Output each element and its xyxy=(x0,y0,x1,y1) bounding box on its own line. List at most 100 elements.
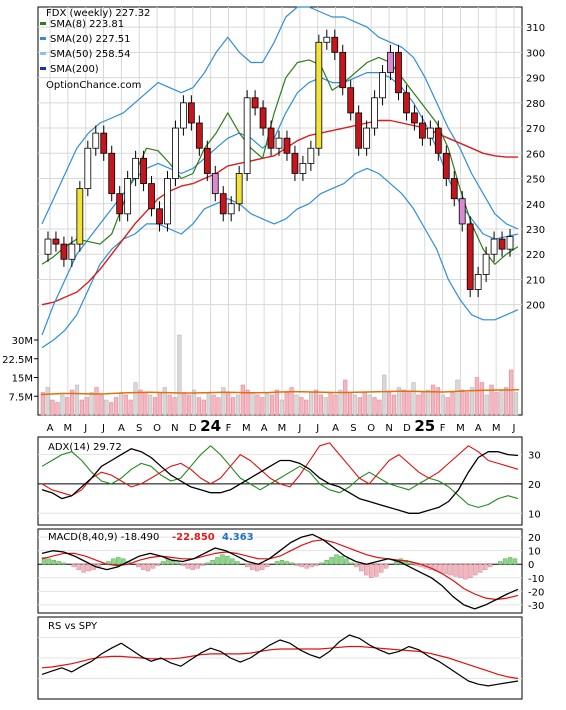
volume-bar xyxy=(240,384,245,416)
x-tick-label: J xyxy=(83,423,87,434)
volume-bar xyxy=(455,379,460,416)
candle-body xyxy=(474,273,482,290)
candle-body xyxy=(411,112,418,124)
candle-body xyxy=(172,127,179,179)
volume-bar xyxy=(138,389,143,416)
candle-body xyxy=(227,203,235,215)
volume-bar xyxy=(148,394,153,416)
volume-bar xyxy=(460,389,465,416)
legend-label-sma200: SMA(200) xyxy=(50,64,99,75)
macd-histogram-bar xyxy=(329,557,334,565)
volume-bar xyxy=(152,397,158,416)
macd-histogram-bar xyxy=(488,564,493,568)
macd-histogram-bar xyxy=(468,564,473,578)
volume-bar xyxy=(328,392,333,416)
adx-tick-label: 20 xyxy=(528,480,541,491)
volume-bar xyxy=(450,392,455,416)
price-tick-label: 260 xyxy=(526,149,545,160)
x-tick-label: M xyxy=(492,423,501,434)
price-candles xyxy=(44,29,514,298)
volume-bar xyxy=(182,392,187,416)
price-tick-label: 200 xyxy=(526,301,545,312)
x-tick-label: N xyxy=(385,423,392,434)
bollinger-upper-line xyxy=(41,6,519,230)
candle-body xyxy=(148,183,155,210)
macd-histogram-bar xyxy=(150,564,156,569)
volume-bar xyxy=(465,392,470,416)
volume-bar xyxy=(162,387,167,416)
volume-bar xyxy=(494,392,499,416)
candle-body xyxy=(339,51,347,89)
volume-bar xyxy=(348,392,353,416)
x-tick-label: F xyxy=(226,423,232,434)
volume-bar xyxy=(474,377,480,416)
volume-bar xyxy=(94,387,99,416)
macd-histogram-bar xyxy=(225,555,230,565)
volume-bar xyxy=(235,394,241,416)
macd-histogram-bar xyxy=(403,559,409,565)
volume-bar xyxy=(289,387,294,416)
candle-body xyxy=(498,238,506,250)
macd-histogram-bar xyxy=(255,564,260,572)
macd-histogram-bar xyxy=(334,554,339,565)
volume-bar xyxy=(430,384,436,416)
x-tick-label: S xyxy=(136,423,142,434)
candle-body xyxy=(450,178,458,200)
macd-histogram-bar xyxy=(413,564,419,566)
volume-bar xyxy=(216,397,221,416)
macd-histogram-bar xyxy=(175,562,181,565)
volume-bar xyxy=(352,394,358,416)
volume-bar xyxy=(201,399,206,416)
macd-histogram-bar xyxy=(319,562,324,565)
price-tick-label: 300 xyxy=(526,48,545,59)
legend-label-sma8: SMA(8) 223.81 xyxy=(50,19,124,30)
adx-minus-di-line xyxy=(41,442,519,497)
candle-body xyxy=(355,112,363,149)
volume-bar xyxy=(157,392,162,416)
volume-tick-label: 7.5M xyxy=(8,392,33,403)
candle-body xyxy=(291,152,299,174)
volume-bar xyxy=(294,394,299,416)
candle-body xyxy=(506,236,514,250)
legend-swatch-sma20 xyxy=(40,37,46,40)
volume-bar xyxy=(109,402,114,416)
macd-histogram-bar xyxy=(220,554,225,565)
candle-body xyxy=(403,92,410,114)
volume-bar xyxy=(265,392,270,416)
macd-histogram-bar xyxy=(458,564,463,578)
macd-histogram-bar xyxy=(408,562,414,565)
adx-lines: 10 20 30 xyxy=(38,442,541,520)
candle-body xyxy=(419,122,426,139)
macd-histogram-bar xyxy=(497,561,503,565)
macd-histogram-bar xyxy=(51,559,57,565)
rs-lines xyxy=(38,634,522,687)
volume-bar xyxy=(469,387,475,416)
volume-bar xyxy=(211,394,216,416)
volume-bar xyxy=(391,394,397,416)
x-tick-label: O xyxy=(153,423,161,434)
x-tick-label: 25 xyxy=(414,417,435,435)
volume-bar xyxy=(318,394,323,416)
macd-histogram-bar xyxy=(309,564,314,568)
candle-body xyxy=(108,152,116,195)
x-tick-label: A xyxy=(47,423,54,434)
candle-body xyxy=(315,41,323,149)
volume-bar xyxy=(309,392,314,416)
macd-histogram-bar xyxy=(259,564,265,570)
volume-bar xyxy=(206,392,211,416)
x-tick-label: O xyxy=(367,423,375,434)
macd-line xyxy=(41,533,519,610)
volume-average-line xyxy=(40,389,520,396)
macd-histogram-bar xyxy=(205,562,210,565)
candle-body xyxy=(299,162,307,174)
volume-bar xyxy=(484,394,489,416)
macd-histogram-bar xyxy=(230,558,235,565)
macd-histogram-bar xyxy=(116,557,121,565)
macd-annotation-blue: 4.363 xyxy=(222,532,254,543)
candle-body xyxy=(76,188,84,245)
macd-histogram-bar xyxy=(443,564,448,574)
volume-bar xyxy=(406,392,411,416)
volume-bar xyxy=(104,399,109,416)
volume-bar xyxy=(479,382,484,416)
